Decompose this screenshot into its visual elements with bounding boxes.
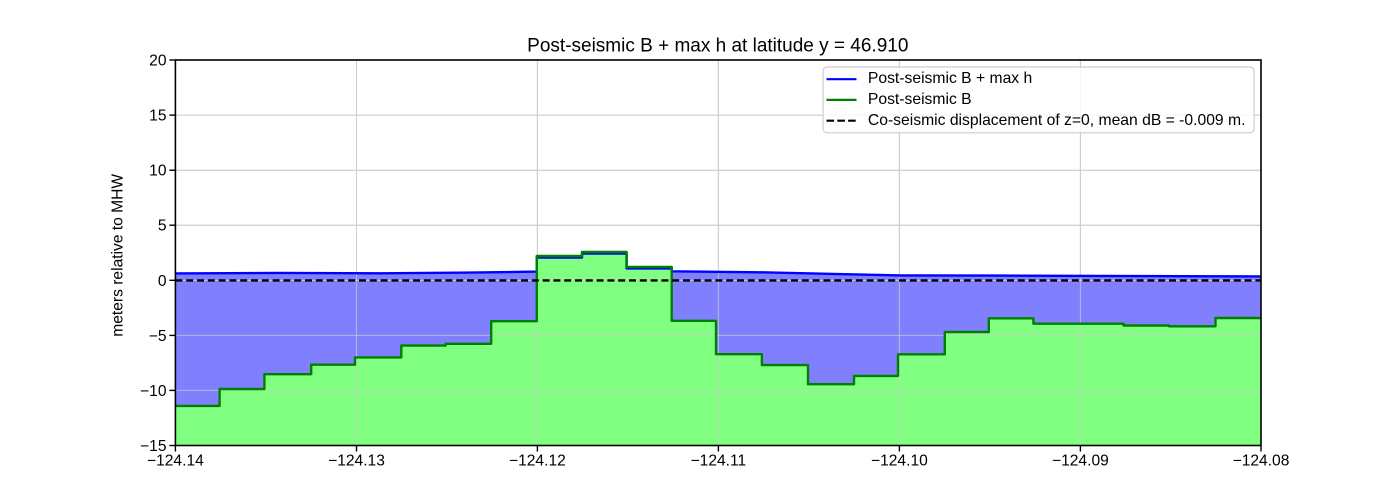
svg-text:−124.12: −124.12	[509, 453, 566, 470]
svg-text:−124.13: −124.13	[328, 453, 385, 470]
svg-text:0: 0	[158, 273, 167, 290]
svg-text:−124.08: −124.08	[1233, 453, 1290, 470]
svg-text:−5: −5	[149, 328, 167, 345]
svg-text:Co-seismic displacement of z=0: Co-seismic displacement of z=0, mean dB …	[868, 112, 1246, 129]
svg-text:Post-seismic B + max h at lati: Post-seismic B + max h at latitude y = 4…	[527, 35, 908, 56]
svg-text:−124.11: −124.11	[691, 453, 747, 470]
svg-text:15: 15	[149, 108, 167, 125]
svg-text:−124.10: −124.10	[871, 453, 928, 470]
svg-text:−124.14: −124.14	[147, 453, 204, 470]
svg-text:20: 20	[149, 53, 167, 70]
svg-text:Post-seismic B + max h: Post-seismic B + max h	[868, 70, 1032, 87]
svg-text:meters relative to MHW: meters relative to MHW	[110, 174, 127, 337]
svg-text:5: 5	[158, 218, 167, 235]
svg-text:−15: −15	[140, 438, 167, 455]
svg-text:10: 10	[149, 163, 167, 180]
svg-text:Post-seismic B: Post-seismic B	[868, 91, 972, 108]
svg-text:−10: −10	[140, 383, 167, 400]
svg-text:−124.09: −124.09	[1052, 453, 1109, 470]
